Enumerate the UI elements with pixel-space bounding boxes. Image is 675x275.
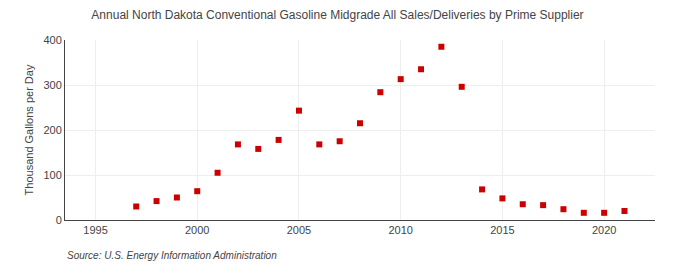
svg-text:2020: 2020: [592, 224, 616, 236]
svg-text:2005: 2005: [287, 224, 311, 236]
svg-text:1995: 1995: [83, 224, 107, 236]
svg-text:300: 300: [43, 79, 61, 91]
svg-text:100: 100: [43, 169, 61, 181]
svg-text:Annual North Dakota Convention: Annual North Dakota Conventional Gasolin…: [91, 8, 583, 22]
svg-text:2000: 2000: [185, 224, 209, 236]
svg-text:200: 200: [43, 124, 61, 136]
svg-text:2010: 2010: [388, 224, 412, 236]
svg-text:400: 400: [43, 34, 61, 46]
svg-text:Source: U.S. Energy Informatio: Source: U.S. Energy Information Administ…: [67, 250, 277, 261]
svg-text:Thousand Gallons per Day: Thousand Gallons per Day: [23, 64, 35, 195]
svg-text:0: 0: [56, 214, 62, 226]
svg-text:2015: 2015: [490, 224, 514, 236]
